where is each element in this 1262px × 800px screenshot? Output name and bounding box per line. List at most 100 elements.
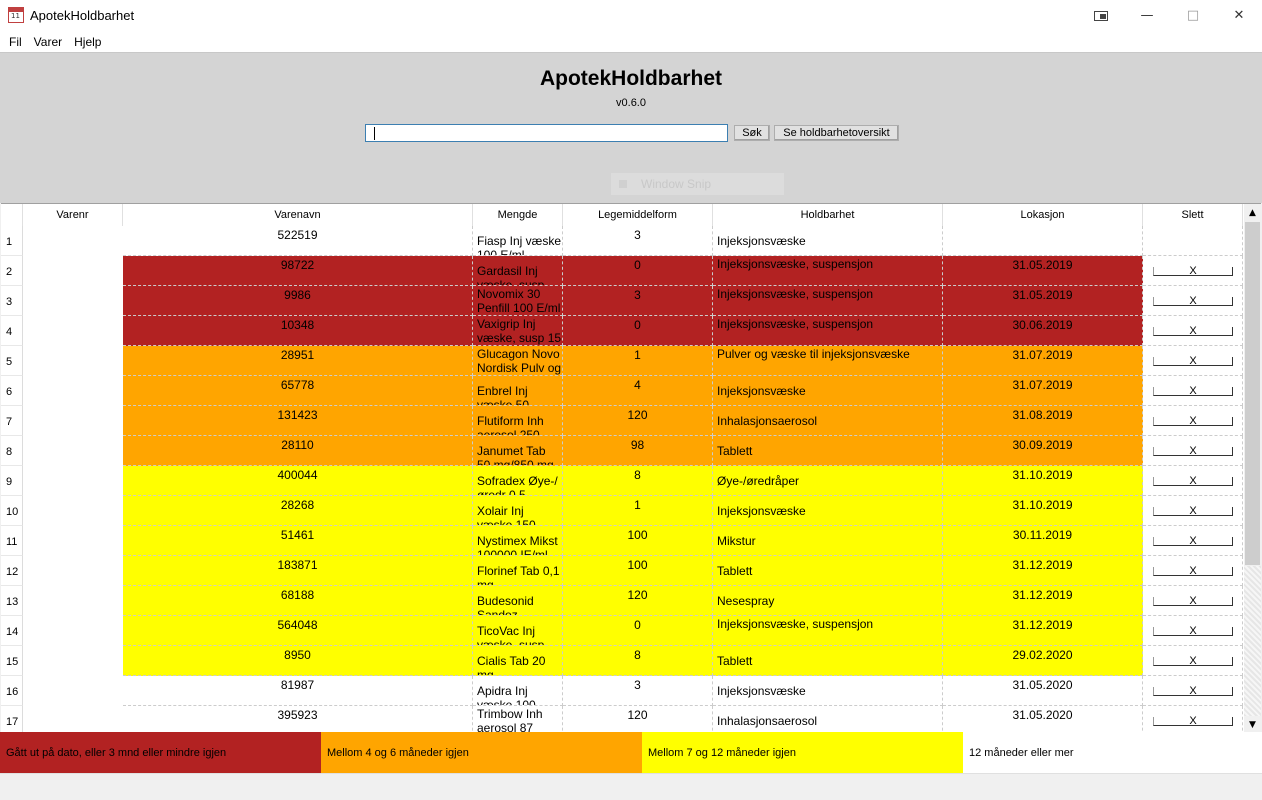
holdbarhet-cell[interactable]: 29.02.2020 xyxy=(943,646,1143,676)
holdbarhet-cell[interactable]: 31.10.2019 xyxy=(943,466,1143,496)
varenavn-cell[interactable]: Florinef Tab 0,1 mg xyxy=(473,556,563,586)
holdbarhet-cell[interactable]: 31.07.2019 xyxy=(943,346,1143,376)
menu-varer[interactable]: Varer xyxy=(33,34,63,49)
varenr-cell[interactable]: 65778 xyxy=(123,376,473,406)
mengde-cell[interactable]: 3 xyxy=(563,226,713,256)
holdbarhet-cell[interactable]: 30.11.2019 xyxy=(943,526,1143,556)
mengde-cell[interactable]: 0 xyxy=(563,256,713,286)
mengde-cell[interactable]: 0 xyxy=(563,616,713,646)
holdbarhet-cell[interactable]: 31.12.2019 xyxy=(943,586,1143,616)
scroll-up-icon[interactable]: ▲ xyxy=(1249,207,1256,218)
holdbarhet-cell[interactable]: 31.05.2019 xyxy=(943,286,1143,316)
mengde-cell[interactable]: 8 xyxy=(563,646,713,676)
delete-button[interactable]: X xyxy=(1153,716,1233,727)
varenr-cell[interactable]: 68188 xyxy=(123,586,473,616)
varenavn-cell[interactable]: TicoVac Inj væske, susp 2,4 mikrog/sprøy… xyxy=(473,616,563,646)
legemiddelform-cell[interactable]: Injeksjonsvæske, suspensjon xyxy=(713,316,943,346)
varenr-cell[interactable]: 28110 xyxy=(123,436,473,466)
snap-layout-icon[interactable] xyxy=(1078,0,1124,31)
varenavn-cell[interactable]: Cialis Tab 20 mg xyxy=(473,646,563,676)
delete-button[interactable]: X xyxy=(1153,566,1233,577)
legemiddelform-cell[interactable]: Nesespray xyxy=(713,586,943,616)
legemiddelform-cell[interactable]: Tablett xyxy=(713,436,943,466)
varenr-cell[interactable]: 28951 xyxy=(123,346,473,376)
close-button[interactable]: ✕ xyxy=(1233,8,1245,23)
legemiddelform-cell[interactable]: Pulver og væske til injeksjonsvæske xyxy=(713,346,943,376)
delete-button[interactable]: X xyxy=(1153,506,1233,517)
varenavn-cell[interactable]: Flutiform Inh aerosol 250 mikrog/10 mikr… xyxy=(473,406,563,436)
varenavn-cell[interactable]: Trimbow Inh aerosol 87 mikrog/dose/5 mik… xyxy=(473,706,563,732)
table-row[interactable]: 2 98722 Gardasil Inj væske, susp 0 Injeksjon… xyxy=(1,256,1243,286)
mengde-cell[interactable]: 0 xyxy=(563,316,713,346)
mengde-cell[interactable]: 120 xyxy=(563,406,713,436)
delete-button[interactable]: X xyxy=(1153,446,1233,457)
table-row[interactable]: 11 51461 Nystimex Mikst 100000 IE/ml 100 Mik… xyxy=(1,526,1243,556)
mengde-cell[interactable]: 1 xyxy=(563,346,713,376)
holdbarhet-cell[interactable]: 31.05.2019 xyxy=(943,256,1143,286)
mengde-cell[interactable]: 8 xyxy=(563,466,713,496)
holdbarhet-cell[interactable]: 31.12.2019 xyxy=(943,616,1143,646)
table-row[interactable]: 15 8950 Cialis Tab 20 mg 8 Tablett 29.02.2020… xyxy=(1,646,1243,676)
legemiddelform-cell[interactable]: Inhalasjonsaerosol xyxy=(713,706,943,732)
varenr-cell[interactable]: 8950 xyxy=(123,646,473,676)
holdbarhet-cell[interactable]: 31.05.2020 xyxy=(943,676,1143,706)
varenr-cell[interactable]: 28268 xyxy=(123,496,473,526)
delete-button[interactable]: X xyxy=(1153,356,1233,367)
legemiddelform-cell[interactable]: Tablett xyxy=(713,646,943,676)
delete-button[interactable]: X xyxy=(1153,266,1233,277)
legemiddelform-cell[interactable]: Tablett xyxy=(713,556,943,586)
mengde-cell[interactable]: 4 xyxy=(563,376,713,406)
varenr-cell[interactable]: 183871 xyxy=(123,556,473,586)
varenr-cell[interactable]: 400044 xyxy=(123,466,473,496)
mengde-cell[interactable]: 100 xyxy=(563,556,713,586)
column-header-legemiddelform[interactable]: Legemiddelform xyxy=(563,204,713,226)
mengde-cell[interactable]: 3 xyxy=(563,286,713,316)
holdbarhet-cell[interactable]: 31.08.2019 xyxy=(943,406,1143,436)
delete-button[interactable]: X xyxy=(1153,386,1233,397)
legemiddelform-cell[interactable]: Injeksjonsvæske, suspensjon xyxy=(713,616,943,646)
holdbarhet-cell[interactable] xyxy=(943,226,1143,256)
delete-button[interactable]: X xyxy=(1153,536,1233,547)
legemiddelform-cell[interactable]: Injeksjonsvæske xyxy=(713,496,943,526)
scroll-thumb[interactable] xyxy=(1245,222,1260,565)
mengde-cell[interactable]: 98 xyxy=(563,436,713,466)
mengde-cell[interactable]: 120 xyxy=(563,706,713,732)
varenavn-cell[interactable]: Janumet Tab 50 mg/850 mg xyxy=(473,436,563,466)
holdbarhet-cell[interactable]: 30.06.2019 xyxy=(943,316,1143,346)
delete-button[interactable]: X xyxy=(1153,656,1233,667)
column-header-lokasjon[interactable]: Lokasjon xyxy=(943,204,1143,226)
mengde-cell[interactable]: 3 xyxy=(563,676,713,706)
varenavn-cell[interactable]: Novomix 30 Penfill 100 E/ml Inj væske, s… xyxy=(473,286,563,316)
varenavn-cell[interactable]: Fiasp Inj væske 100 E/ml xyxy=(473,226,563,256)
varenr-cell[interactable]: 522519 xyxy=(123,226,473,256)
delete-button[interactable]: X xyxy=(1153,626,1233,637)
mengde-cell[interactable]: 100 xyxy=(563,526,713,556)
varenavn-cell[interactable]: Glucagon Novo Nordisk Pulv og væske til … xyxy=(473,346,563,376)
search-button[interactable]: Søk xyxy=(734,125,770,141)
holdbarhet-cell[interactable]: 31.07.2019 xyxy=(943,376,1143,406)
delete-button[interactable]: X xyxy=(1153,476,1233,487)
overview-button[interactable]: Se holdbarhetoversikt xyxy=(774,125,899,141)
varenavn-cell[interactable]: Apidra Inj væske 100 E/ml xyxy=(473,676,563,706)
holdbarhet-cell[interactable]: 30.09.2019 xyxy=(943,436,1143,466)
scroll-down-icon[interactable]: ▼ xyxy=(1249,719,1256,730)
delete-button[interactable]: X xyxy=(1153,416,1233,427)
delete-button[interactable]: X xyxy=(1153,596,1233,607)
maximize-button[interactable]: □ xyxy=(1186,8,1200,23)
holdbarhet-cell[interactable]: 31.10.2019 xyxy=(943,496,1143,526)
varenr-cell[interactable]: 564048 xyxy=(123,616,473,646)
menu-hjelp[interactable]: Hjelp xyxy=(74,34,102,49)
column-header-varenavn[interactable]: Varenavn xyxy=(123,204,473,226)
table-row[interactable]: 1 522519 Fiasp Inj væske 100 E/ml 3 Injeksjo… xyxy=(1,226,1243,256)
column-header-mengde[interactable]: Mengde xyxy=(473,204,563,226)
delete-button[interactable]: X xyxy=(1153,686,1233,697)
delete-button[interactable]: X xyxy=(1153,296,1233,307)
varenavn-cell[interactable]: Nystimex Mikst 100000 IE/ml xyxy=(473,526,563,556)
vertical-scrollbar[interactable]: ▲ ▼ xyxy=(1244,204,1261,732)
